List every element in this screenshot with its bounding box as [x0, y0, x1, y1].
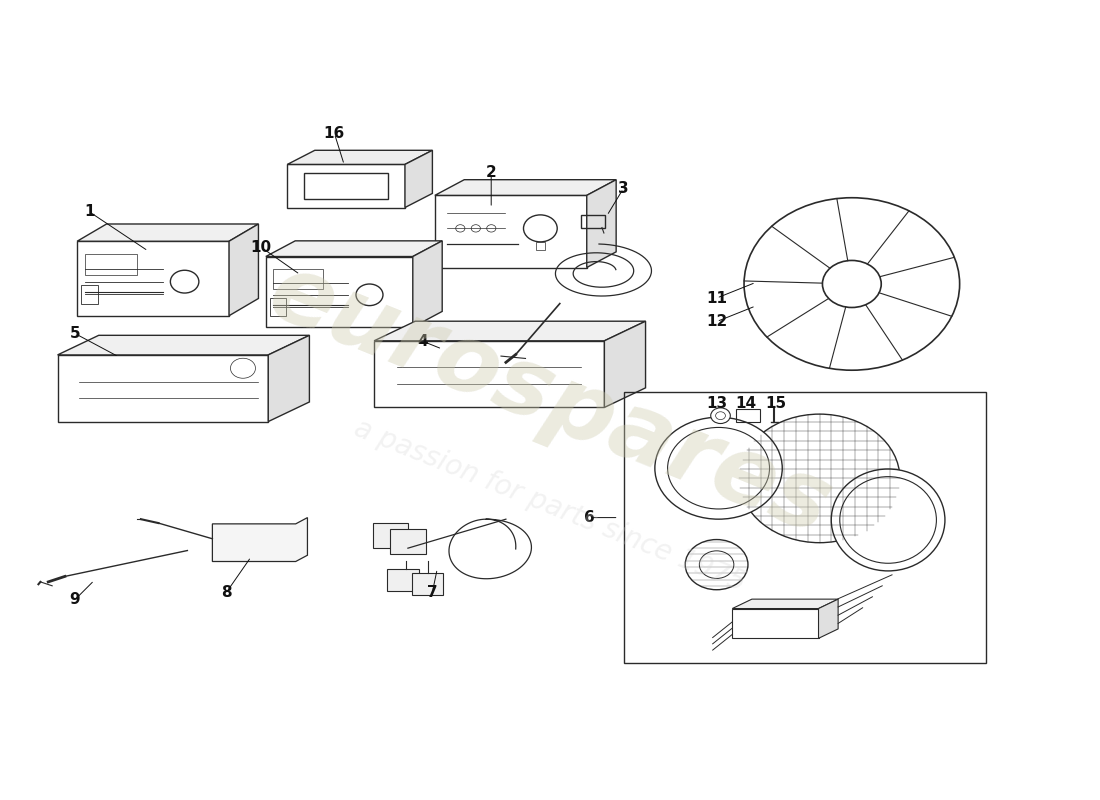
Polygon shape — [412, 241, 442, 327]
Polygon shape — [411, 574, 443, 595]
Text: 10: 10 — [251, 240, 272, 254]
Polygon shape — [586, 180, 616, 267]
Polygon shape — [229, 224, 258, 316]
Text: 11: 11 — [706, 290, 727, 306]
Polygon shape — [390, 529, 426, 554]
Text: 14: 14 — [736, 396, 757, 411]
Text: 5: 5 — [69, 326, 80, 341]
Circle shape — [744, 198, 959, 370]
Text: 1: 1 — [84, 204, 95, 219]
Polygon shape — [373, 523, 408, 548]
Text: 8: 8 — [221, 585, 232, 599]
Text: 15: 15 — [764, 396, 786, 411]
Circle shape — [685, 539, 748, 590]
Circle shape — [700, 551, 734, 578]
Polygon shape — [374, 322, 646, 341]
Text: 12: 12 — [706, 314, 727, 329]
Polygon shape — [387, 570, 419, 591]
Text: 2: 2 — [486, 165, 496, 180]
Polygon shape — [287, 150, 432, 165]
Text: 9: 9 — [69, 593, 80, 607]
Polygon shape — [77, 224, 258, 242]
Polygon shape — [57, 335, 309, 355]
Polygon shape — [268, 335, 309, 422]
Ellipse shape — [839, 477, 936, 563]
Circle shape — [668, 427, 770, 509]
Circle shape — [711, 408, 730, 423]
Polygon shape — [266, 241, 442, 257]
Circle shape — [716, 412, 725, 419]
Polygon shape — [604, 322, 646, 407]
Polygon shape — [405, 150, 432, 207]
Text: a passion for parts since 1975: a passion for parts since 1975 — [350, 414, 750, 598]
Text: eurospares: eurospares — [256, 246, 844, 554]
Text: 13: 13 — [706, 396, 727, 411]
Text: 4: 4 — [417, 334, 428, 349]
Text: 16: 16 — [323, 126, 345, 141]
Circle shape — [654, 418, 782, 519]
Text: eurospares: eurospares — [256, 246, 844, 554]
Circle shape — [739, 414, 900, 542]
Polygon shape — [434, 180, 616, 195]
Polygon shape — [818, 599, 838, 638]
Polygon shape — [733, 599, 838, 609]
Circle shape — [823, 261, 881, 307]
Ellipse shape — [832, 469, 945, 571]
Polygon shape — [304, 173, 388, 199]
Text: 3: 3 — [618, 181, 629, 196]
Polygon shape — [212, 518, 307, 562]
Text: 7: 7 — [427, 585, 438, 599]
Text: 6: 6 — [584, 510, 595, 525]
